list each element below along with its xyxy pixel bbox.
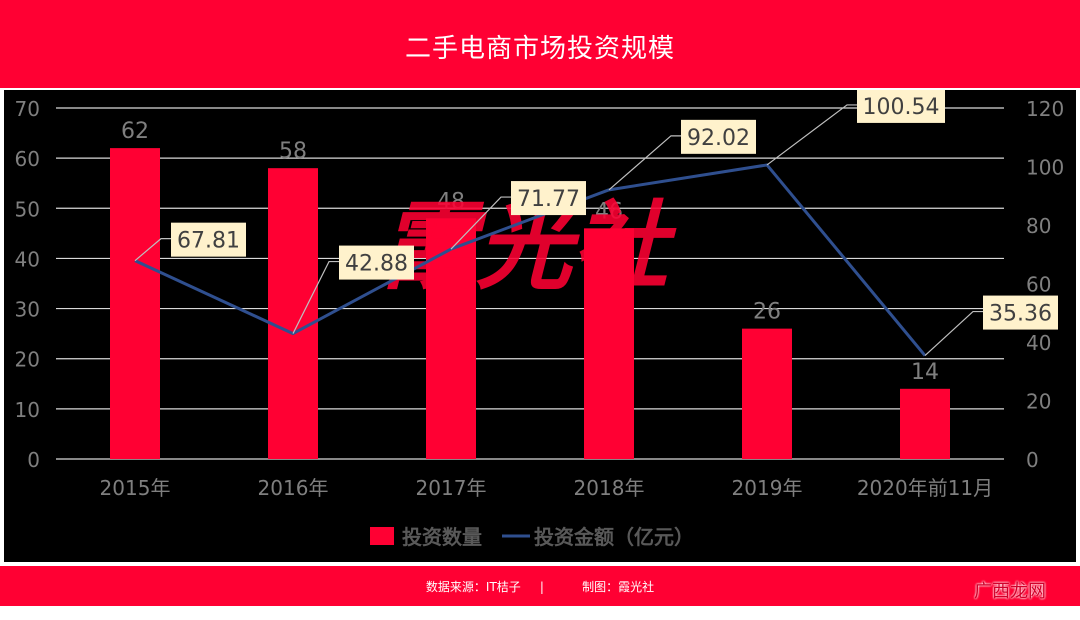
chart-title: 二手电商市场投资规模 [404, 34, 675, 64]
callout-box [681, 119, 756, 154]
y-right-tick-label: 80 [1026, 214, 1051, 238]
y-left-tick-label: 30 [15, 298, 40, 322]
footer-credits: 数据来源：IT桔子 | 制图：霞光社 [0, 578, 1080, 595]
y-left-tick-label: 0 [27, 448, 40, 472]
y-right-tick-label: 120 [1026, 97, 1064, 121]
legend-bar-label: 投资数量 [402, 525, 482, 549]
leader-line [766, 104, 857, 166]
line-data-label: 100.54 [766, 88, 945, 166]
leader-line [608, 135, 681, 191]
site-watermark: 广西龙网 [974, 581, 1046, 602]
x-tick-label: 2017年 [416, 476, 487, 500]
callout-box [983, 295, 1058, 330]
combo-chart: 0 10 20 30 40 50 60 70 0 20 40 60 80 100 120 62 58 48 46 26… [15, 88, 1064, 549]
footer-banner: 数据来源：IT桔子 | 制图：霞光社 [0, 566, 1080, 606]
header-banner: 二手电商市场投资规模 [0, 0, 1080, 88]
bar-value-label: 58 [279, 139, 307, 164]
y-left-tick-label: 20 [15, 348, 40, 372]
bar [900, 388, 950, 459]
line-data-label: 67.81 [134, 222, 246, 262]
callout-box [171, 222, 246, 257]
y-right-tick-label: 0 [1026, 448, 1039, 472]
y-left-tick-label: 40 [15, 247, 40, 271]
bar-value-label: 46 [595, 199, 623, 224]
line-series [134, 163, 927, 357]
line-value-label: 35.36 [989, 302, 1052, 327]
callout-box [511, 181, 586, 216]
x-tick-label: 2018年 [574, 476, 645, 500]
leader-line [292, 260, 339, 334]
bar [268, 168, 318, 459]
y-right-tick-label: 100 [1026, 156, 1064, 180]
callout-box [857, 88, 945, 123]
bar-value-label: 48 [437, 189, 465, 214]
line-value-label: 71.77 [517, 187, 580, 212]
y-right-tick-label: 20 [1026, 390, 1051, 414]
bar [110, 148, 160, 459]
line-data-label: 71.77 [450, 181, 586, 250]
callout-box [339, 245, 414, 280]
bar-value-label: 26 [753, 300, 781, 325]
x-tick-label: 2019年 [732, 476, 803, 500]
line-value-label: 92.02 [687, 126, 750, 151]
y-right-tick-label: 40 [1026, 331, 1051, 355]
leader-line [924, 310, 983, 357]
bar [584, 228, 634, 459]
leader-line [450, 196, 511, 250]
line-data-label: 42.88 [292, 245, 414, 334]
line-value-label: 100.54 [863, 95, 940, 120]
leader-line [134, 238, 171, 262]
line-value-label: 67.81 [177, 229, 240, 254]
footer-divider: | [539, 580, 544, 594]
y-left-tick-label: 60 [15, 147, 40, 171]
legend-line-label: 投资金额（亿元） [534, 525, 694, 549]
y-left-tick-label: 50 [15, 197, 40, 221]
x-tick-label: 2015年 [100, 476, 171, 500]
chart-panel: 0 10 20 30 40 50 60 70 0 20 40 60 80 100 120 62 58 48 46 26… [4, 88, 1076, 562]
line-data-label: 92.02 [608, 119, 756, 191]
y-left-tick-label: 10 [15, 398, 40, 422]
legend-bar-swatch [370, 527, 394, 545]
bar-value-label: 62 [121, 119, 149, 144]
bar-value-label: 14 [911, 360, 939, 385]
chart-credit: 制图：霞光社 [582, 580, 655, 594]
x-tick-label: 2020年前11月 [857, 476, 993, 500]
y-right-tick-label: 60 [1026, 273, 1051, 297]
data-source: 数据来源：IT桔子 [425, 580, 521, 594]
line-value-label: 42.88 [345, 252, 408, 277]
bar [742, 328, 792, 459]
legend: 投资数量 投资金额（亿元） [370, 525, 694, 549]
x-tick-label: 2016年 [258, 476, 329, 500]
line-data-label: 35.36 [924, 295, 1058, 357]
y-left-tick-label: 70 [15, 97, 40, 121]
